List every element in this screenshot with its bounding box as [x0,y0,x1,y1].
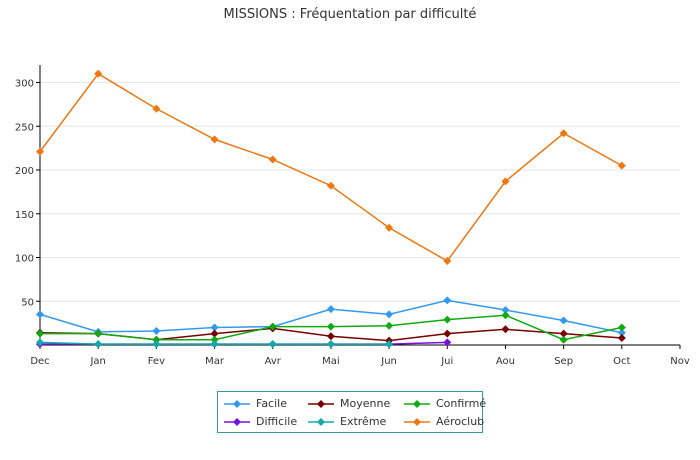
x-tick-label: Jan [89,356,105,367]
data-point [94,329,103,338]
data-point [210,340,219,349]
y-tick-label: 50 [21,297,34,308]
data-point [210,329,219,338]
grid-lines [40,82,680,302]
series-Confirmé [36,311,626,344]
series-lines [36,69,626,349]
legend-label: Aéroclub [436,415,485,428]
data-point [617,323,626,332]
data-point [326,181,335,190]
data-point [443,257,452,265]
data-point [617,328,626,337]
series-Facile [36,296,626,337]
data-point [36,310,44,319]
data-point [501,177,510,186]
x-tick-label: Sep [554,356,573,367]
x-tick-label: Jui [440,356,453,367]
data-point [385,223,394,232]
legend-label: Extrême [340,415,387,428]
legend-marker [224,400,250,408]
axes: 50 100 150 200 250 300 Dec Jan Fev Mar Avr Mai Jun Ju… [15,65,690,367]
data-point [617,334,626,342]
x-tick-label: Avr [265,356,282,367]
data-point [385,310,394,319]
data-point [210,335,219,344]
data-point [559,335,568,344]
data-point [326,332,335,341]
x-tick-label: Nov [670,356,690,367]
data-point [559,316,568,325]
data-point [326,322,335,331]
y-tick-label: 300 [15,79,34,90]
data-point [36,147,44,156]
data-point [501,311,510,320]
data-point [559,129,568,138]
x-tick-label: Mar [205,356,225,367]
data-point [152,335,161,344]
x-tick-label: Aou [496,356,515,367]
data-point [210,323,219,332]
legend-marker [224,418,250,426]
y-tick-label: 150 [15,210,34,221]
legend-label: Moyenne [340,397,391,410]
data-point [443,338,452,347]
data-point [443,296,452,305]
y-tick-label: 100 [15,254,34,265]
data-point [443,315,452,324]
data-point [94,340,103,349]
data-point [210,135,219,144]
x-tick-label: Jun [380,356,397,367]
legend: Facile Moyenne Confirmé Difficile Extrême Aér… [217,391,487,433]
series-line [39,72,623,262]
data-point [385,340,394,349]
x-tick-label: Mai [322,356,340,367]
data-point [501,325,510,334]
data-point [559,329,568,338]
data-point [326,340,335,349]
data-point [385,321,394,330]
data-point [268,340,277,349]
chart-title: MISSIONS : Fréquentation par difficulté [224,7,477,22]
data-point [152,327,161,335]
data-point [443,329,452,338]
legend-label: Confirmé [436,397,487,410]
data-point [501,306,510,314]
data-point [36,329,44,338]
data-point [268,155,277,164]
data-point [94,69,103,78]
data-point [617,161,626,170]
data-point [152,104,161,113]
legend-marker [308,418,334,426]
x-tick-label: Fev [148,356,165,367]
legend-marker [308,400,334,408]
series-Aéroclub [36,69,626,265]
x-tick-label: Dec [30,356,49,367]
x-tick-label: Oct [613,356,630,367]
y-tick-label: 250 [15,122,34,133]
data-point [268,322,277,331]
legend-marker [404,418,430,426]
legend-label: Difficile [256,415,298,428]
data-point [36,338,44,347]
data-point [152,340,161,349]
legend-marker [404,400,430,408]
series-Extrême [36,338,394,349]
y-tick-label: 200 [15,166,34,177]
legend-label: Facile [256,397,287,410]
data-point [326,305,335,314]
